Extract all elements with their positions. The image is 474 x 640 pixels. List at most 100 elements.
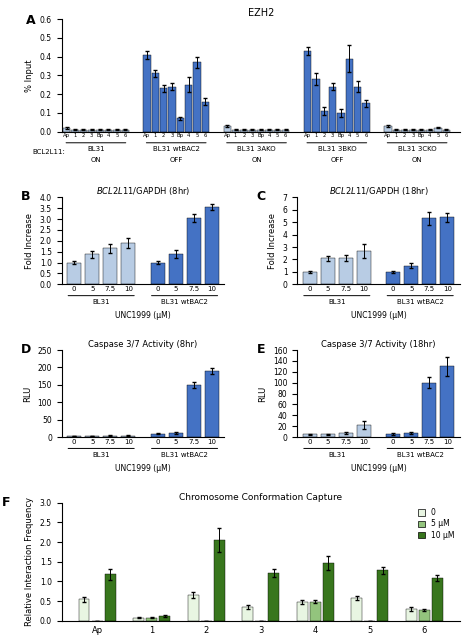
Y-axis label: RLU: RLU — [23, 385, 32, 402]
Bar — [265, 130, 273, 132]
Text: E: E — [256, 343, 265, 356]
Bar — [312, 79, 319, 132]
Y-axis label: RLU: RLU — [258, 385, 267, 402]
Bar — [404, 433, 418, 437]
Bar — [85, 436, 99, 437]
Bar — [303, 272, 317, 284]
Text: BL31: BL31 — [328, 452, 346, 458]
Bar — [205, 371, 219, 437]
Bar — [404, 266, 418, 284]
Text: BL31 3CKO: BL31 3CKO — [398, 146, 437, 152]
Y-axis label: Fold Increase: Fold Increase — [268, 212, 277, 269]
Bar — [422, 218, 436, 284]
Bar — [363, 104, 370, 132]
Y-axis label: Fold Increase: Fold Increase — [25, 212, 34, 269]
Text: BL31 wtBAC2: BL31 wtBAC2 — [161, 452, 208, 458]
Bar — [103, 248, 117, 284]
Title: Chromosome Conformation Capture: Chromosome Conformation Capture — [179, 493, 342, 502]
Text: BL31 wtBAC2: BL31 wtBAC2 — [397, 299, 444, 305]
Bar — [418, 130, 425, 132]
Bar — [67, 436, 81, 437]
Legend: 0, 5 μM, 10 μM: 0, 5 μM, 10 μM — [417, 507, 456, 541]
Bar — [187, 218, 201, 284]
Bar — [121, 130, 129, 132]
Text: BL31: BL31 — [92, 452, 110, 458]
Bar — [133, 618, 144, 621]
Bar — [224, 126, 231, 132]
Bar — [71, 130, 79, 132]
Bar — [297, 602, 308, 621]
Bar — [232, 130, 239, 132]
Text: ON: ON — [412, 157, 422, 163]
Bar — [240, 130, 247, 132]
Bar — [143, 55, 151, 132]
Bar — [346, 58, 353, 132]
Bar — [113, 130, 120, 132]
Bar — [351, 598, 362, 621]
Bar — [85, 254, 99, 284]
Bar — [146, 618, 157, 621]
Bar — [88, 130, 95, 132]
X-axis label: UNC1999 (μM): UNC1999 (μM) — [351, 464, 406, 473]
Bar — [187, 385, 201, 437]
X-axis label: UNC1999 (μM): UNC1999 (μM) — [115, 311, 171, 320]
Text: BL31: BL31 — [328, 299, 346, 305]
Text: OFF: OFF — [330, 157, 344, 163]
Text: BCL2L11:: BCL2L11: — [33, 148, 65, 155]
Bar — [121, 243, 135, 284]
Bar — [188, 595, 199, 621]
Bar — [321, 435, 335, 437]
Bar — [432, 579, 443, 621]
Bar — [440, 217, 454, 284]
Bar — [103, 436, 117, 437]
Y-axis label: Relative Interaction Frequency: Relative Interaction Frequency — [25, 497, 34, 627]
Bar — [392, 130, 400, 132]
Bar — [159, 616, 170, 621]
Bar — [339, 258, 353, 284]
Title: EZH2: EZH2 — [247, 8, 274, 19]
Text: BL31: BL31 — [87, 146, 105, 152]
Text: ON: ON — [91, 157, 101, 163]
Bar — [63, 128, 70, 132]
Bar — [354, 86, 361, 132]
Title: Caspase 3/7 Activity (8hr): Caspase 3/7 Activity (8hr) — [88, 340, 198, 349]
Bar — [79, 599, 90, 621]
Bar — [406, 609, 417, 621]
Bar — [377, 570, 388, 621]
Text: C: C — [256, 190, 266, 204]
Bar — [426, 130, 433, 132]
Bar — [434, 128, 442, 132]
Text: BL31 3AKO: BL31 3AKO — [237, 146, 276, 152]
Bar — [282, 130, 290, 132]
Bar — [386, 272, 400, 284]
Bar — [321, 258, 335, 284]
Bar — [160, 88, 167, 132]
Bar — [303, 435, 317, 437]
Bar — [185, 84, 192, 132]
Bar — [310, 602, 321, 621]
Bar — [168, 86, 176, 132]
Bar — [357, 251, 371, 284]
Bar — [121, 436, 135, 437]
Bar — [357, 425, 371, 437]
Bar — [320, 111, 328, 132]
Text: F: F — [2, 496, 10, 509]
Bar — [249, 130, 256, 132]
Bar — [151, 262, 164, 284]
Text: D: D — [21, 343, 31, 356]
Bar — [337, 113, 345, 132]
Bar — [205, 207, 219, 284]
Bar — [152, 74, 159, 132]
Bar — [419, 610, 430, 621]
Text: BL31 wtBAC2: BL31 wtBAC2 — [161, 299, 208, 305]
Bar — [274, 130, 281, 132]
Bar — [202, 102, 209, 132]
Bar — [105, 575, 116, 621]
Title: $\it{BCL2L11}$/GAPDH (8hr): $\it{BCL2L11}$/GAPDH (8hr) — [96, 185, 190, 197]
X-axis label: UNC1999 (μM): UNC1999 (μM) — [351, 311, 406, 320]
Bar — [440, 366, 454, 437]
Text: ON: ON — [251, 157, 262, 163]
Text: BL31 wtBAC2: BL31 wtBAC2 — [397, 452, 444, 458]
Y-axis label: % Input: % Input — [25, 59, 34, 92]
Text: BL31 3BKO: BL31 3BKO — [318, 146, 356, 152]
